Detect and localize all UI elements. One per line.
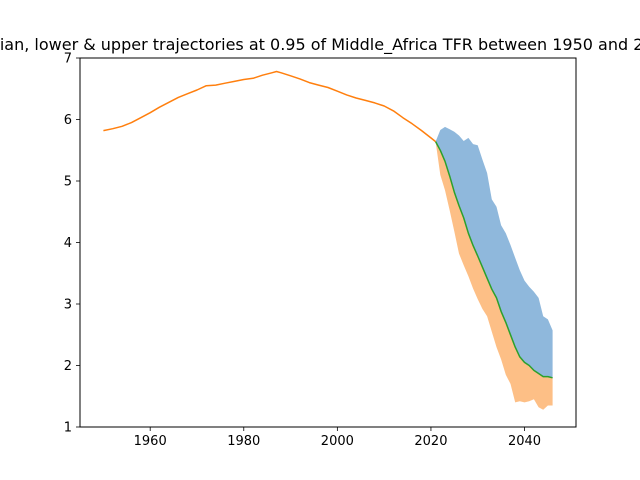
trajectory-lines	[103, 70, 553, 379]
y-tick-label: 7	[64, 52, 72, 67]
y-tick-label: 3	[64, 298, 72, 313]
y-tick-label: 4	[64, 236, 72, 251]
x-tick-label: 1960	[134, 434, 167, 449]
y-tick-label: 1	[64, 421, 72, 436]
x-tick-label: 2000	[321, 434, 354, 449]
lower-band-area	[435, 141, 553, 410]
chart-title: Median, lower & upper trajectories at 0.…	[0, 35, 640, 55]
median-line	[434, 141, 553, 379]
y-tick-label: 2	[64, 359, 72, 374]
historical-line	[103, 70, 437, 143]
x-tick-label: 2040	[508, 434, 541, 449]
uncertainty-bands	[435, 126, 553, 410]
x-axis: 1960 1980 2000 2020 2040	[134, 427, 541, 449]
y-axis: 1 2 3 4 5 6 7	[64, 52, 80, 436]
y-tick-label: 6	[64, 113, 72, 128]
x-tick-label: 2020	[414, 434, 447, 449]
upper-band-area	[435, 126, 553, 378]
y-tick-label: 5	[64, 175, 72, 190]
x-tick-label: 1980	[227, 434, 260, 449]
